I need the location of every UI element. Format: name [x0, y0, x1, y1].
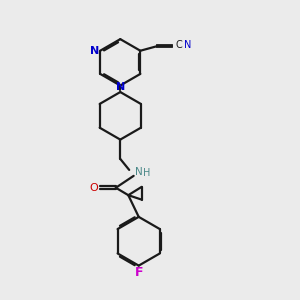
Text: F: F	[134, 266, 143, 279]
Text: C: C	[175, 40, 182, 50]
Text: N: N	[116, 82, 125, 92]
Text: H: H	[143, 168, 151, 178]
Text: N: N	[184, 40, 191, 50]
Text: O: O	[90, 183, 98, 193]
Text: N: N	[90, 46, 100, 56]
Text: N: N	[135, 167, 143, 177]
